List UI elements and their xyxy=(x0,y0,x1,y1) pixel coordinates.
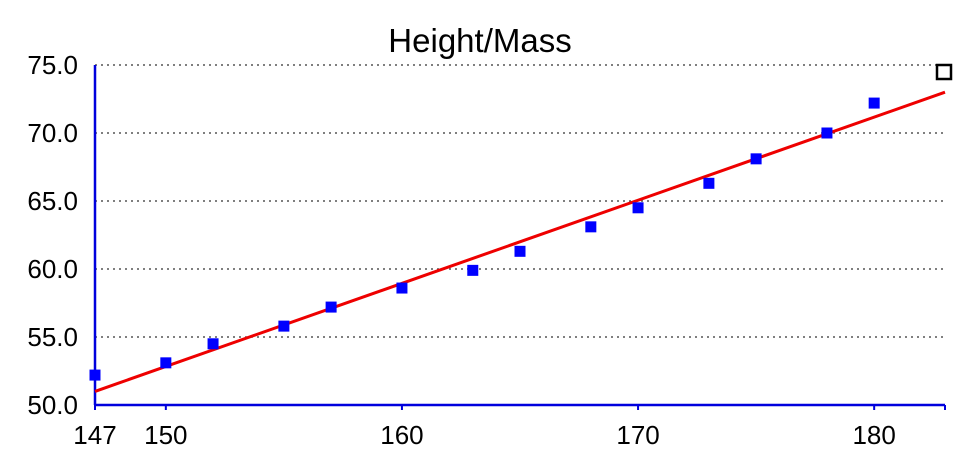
tick-labels: 50.0 55.0 60.0 65.0 70.0 75.0 147 150 160 170 180 xyxy=(27,50,895,450)
data-point-0 xyxy=(89,369,101,381)
hollow-square-icon xyxy=(935,63,953,81)
data-point-1 xyxy=(160,357,172,369)
data-point-5 xyxy=(396,282,408,294)
y-tick-label-3: 65.0 xyxy=(27,186,78,216)
y-tick-label-0: 50.0 xyxy=(27,390,78,420)
x-tick-label-3: 170 xyxy=(616,420,659,450)
y-tick-label-1: 55.0 xyxy=(27,322,78,352)
axes-layer xyxy=(93,65,946,410)
data-point-4 xyxy=(325,301,337,313)
fit-line-layer xyxy=(94,90,946,393)
data-point-3 xyxy=(278,320,290,332)
data-point-12 xyxy=(821,127,833,139)
y-tick-label-4: 70.0 xyxy=(27,118,78,148)
data-point-6 xyxy=(467,264,479,276)
chart-title: Height/Mass xyxy=(388,22,571,59)
y-tick-label-2: 60.0 xyxy=(27,254,78,284)
fit-line xyxy=(94,90,946,393)
data-point-7 xyxy=(514,245,526,257)
x-tick-label-0: 147 xyxy=(73,420,116,450)
data-point-8 xyxy=(585,221,597,233)
data-point-9 xyxy=(632,202,644,214)
data-points xyxy=(89,97,880,381)
data-point-10 xyxy=(703,177,715,189)
data-point-11 xyxy=(750,153,762,165)
data-point-13 xyxy=(868,97,880,109)
x-tick-label-4: 180 xyxy=(852,420,895,450)
y-tick-label-5: 75.0 xyxy=(27,50,78,80)
x-tick-label-1: 150 xyxy=(144,420,187,450)
data-point-2 xyxy=(207,338,219,350)
x-tick-label-2: 160 xyxy=(380,420,423,450)
grid-layer xyxy=(95,64,945,338)
